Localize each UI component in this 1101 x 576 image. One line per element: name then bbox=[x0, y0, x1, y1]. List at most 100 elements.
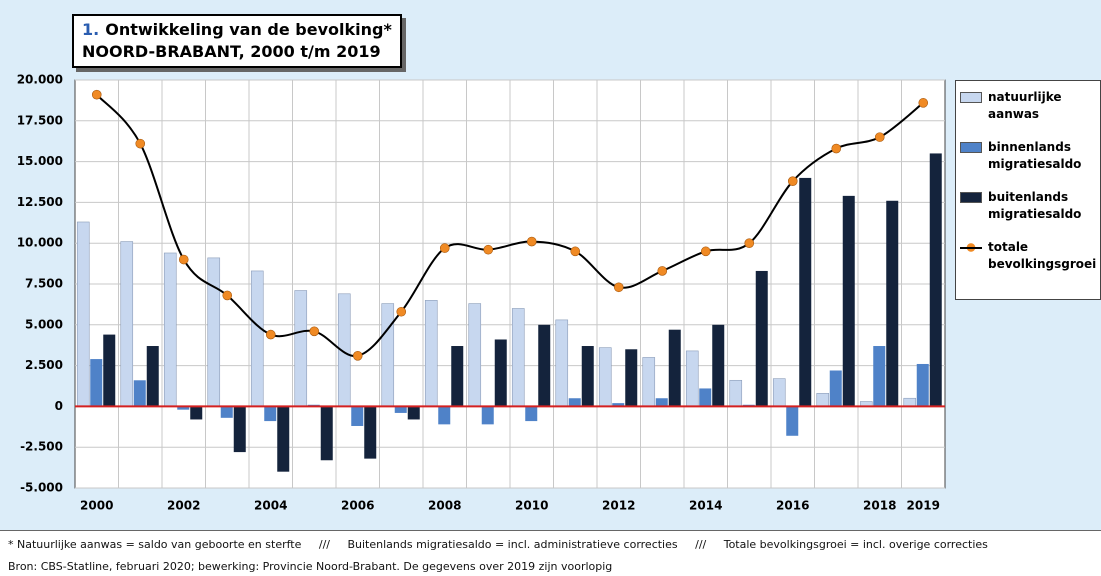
bar bbox=[799, 177, 812, 407]
legend-label: buitenlands migratiesaldo bbox=[988, 190, 1082, 221]
bar bbox=[250, 270, 264, 407]
bar bbox=[451, 346, 464, 407]
line-marker bbox=[222, 290, 233, 301]
bar bbox=[581, 346, 594, 407]
bar bbox=[699, 388, 712, 407]
separator: /// bbox=[318, 538, 330, 551]
bar bbox=[729, 379, 743, 407]
bar bbox=[612, 403, 625, 407]
x-tick-label: 2004 bbox=[254, 499, 287, 513]
bar bbox=[320, 406, 333, 461]
chart-title: Ontwikkeling van de bevolking* bbox=[105, 20, 392, 39]
bar bbox=[351, 406, 364, 426]
line-marker bbox=[265, 329, 276, 340]
legend-entry: natuurlijke aanwas bbox=[960, 89, 1096, 123]
bar bbox=[424, 300, 438, 407]
x-tick-label: 2018 bbox=[863, 499, 896, 513]
bar bbox=[133, 380, 146, 407]
bar bbox=[90, 359, 103, 407]
bar bbox=[207, 257, 221, 407]
note: Totale bevolkingsgroei = incl. overige c… bbox=[723, 538, 988, 551]
legend-label: natuurlijke aanwas bbox=[988, 90, 1062, 121]
bar bbox=[190, 406, 203, 420]
bar bbox=[929, 153, 942, 407]
y-tick-label: 15.000 bbox=[17, 154, 63, 168]
bar bbox=[438, 406, 451, 425]
x-tick-label: 2014 bbox=[689, 499, 722, 513]
y-tick-label: 20.000 bbox=[17, 73, 63, 87]
x-tick-label: 2002 bbox=[167, 499, 200, 513]
note: Buitenlands migratiesaldo = incl. admini… bbox=[347, 538, 678, 551]
bar bbox=[786, 406, 799, 436]
legend-swatch bbox=[960, 192, 982, 203]
line-marker bbox=[396, 306, 407, 317]
legend-swatch bbox=[960, 142, 982, 153]
line-marker bbox=[526, 236, 537, 247]
bar bbox=[511, 308, 525, 407]
bar bbox=[538, 324, 551, 407]
bar bbox=[525, 406, 538, 422]
bar bbox=[755, 270, 768, 407]
y-tick-label: -2.500 bbox=[20, 440, 63, 454]
bar bbox=[873, 346, 886, 407]
x-tick-label: 2010 bbox=[515, 499, 548, 513]
y-tick-label: 10.000 bbox=[17, 236, 63, 250]
legend: natuurlijke aanwas binnenlands migratiesa… bbox=[955, 80, 1101, 300]
bar bbox=[76, 221, 90, 407]
legend-swatch bbox=[960, 242, 982, 253]
bar bbox=[177, 406, 190, 410]
bar bbox=[625, 349, 638, 407]
y-tick-label: 0 bbox=[55, 399, 63, 413]
line-marker bbox=[787, 176, 798, 186]
bar bbox=[220, 406, 233, 418]
bar bbox=[916, 363, 929, 407]
legend-entry: buitenlands migratiesaldo bbox=[960, 189, 1096, 223]
title-number: 1. bbox=[82, 20, 100, 39]
bar bbox=[712, 324, 725, 407]
line bbox=[96, 94, 924, 357]
line-marker bbox=[657, 266, 668, 276]
bar bbox=[163, 252, 177, 407]
line-marker bbox=[309, 326, 320, 337]
line-marker bbox=[874, 132, 885, 142]
x-tick-label: 2012 bbox=[602, 499, 635, 513]
y-tick-label: 2.500 bbox=[25, 358, 63, 372]
bar bbox=[103, 334, 116, 407]
notes: * Natuurlijke aanwas = saldo van geboort… bbox=[8, 538, 988, 551]
line-marker bbox=[483, 244, 494, 255]
legend-entry: binnenlands migratiesaldo bbox=[960, 139, 1096, 173]
legend-swatch bbox=[960, 92, 982, 103]
bar bbox=[598, 347, 612, 407]
bar bbox=[829, 370, 842, 407]
bar bbox=[233, 406, 246, 453]
chart-subtitle: NOORD-BRABANT, 2000 t/m 2019 bbox=[82, 42, 381, 61]
bar bbox=[407, 406, 420, 420]
bar bbox=[642, 357, 656, 407]
y-tick-label: 7.500 bbox=[25, 277, 63, 291]
x-tick-label: 2016 bbox=[776, 499, 809, 513]
x-tick-label: 2006 bbox=[341, 499, 374, 513]
bar bbox=[481, 406, 494, 425]
line-marker bbox=[700, 246, 711, 257]
bar bbox=[555, 319, 569, 407]
bar bbox=[685, 350, 699, 407]
bar bbox=[120, 241, 134, 407]
line-marker bbox=[135, 138, 146, 149]
bar bbox=[772, 378, 786, 407]
title-box: 1. Ontwikkeling van de bevolking* NOORD-B… bbox=[72, 14, 402, 68]
bar bbox=[655, 398, 668, 407]
y-tick-label: -5.000 bbox=[20, 481, 63, 495]
bar bbox=[816, 393, 830, 407]
bar bbox=[668, 329, 681, 407]
line-marker bbox=[918, 98, 929, 108]
line-marker bbox=[439, 243, 450, 253]
bar bbox=[381, 303, 395, 407]
legend-label: totale bevolkingsgroei bbox=[988, 240, 1097, 271]
bar bbox=[364, 406, 377, 459]
bar bbox=[568, 398, 581, 407]
x-tick-label: 2008 bbox=[428, 499, 461, 513]
bar bbox=[146, 346, 159, 407]
y-tick-label: 17.500 bbox=[17, 113, 63, 127]
line-marker bbox=[352, 351, 363, 361]
